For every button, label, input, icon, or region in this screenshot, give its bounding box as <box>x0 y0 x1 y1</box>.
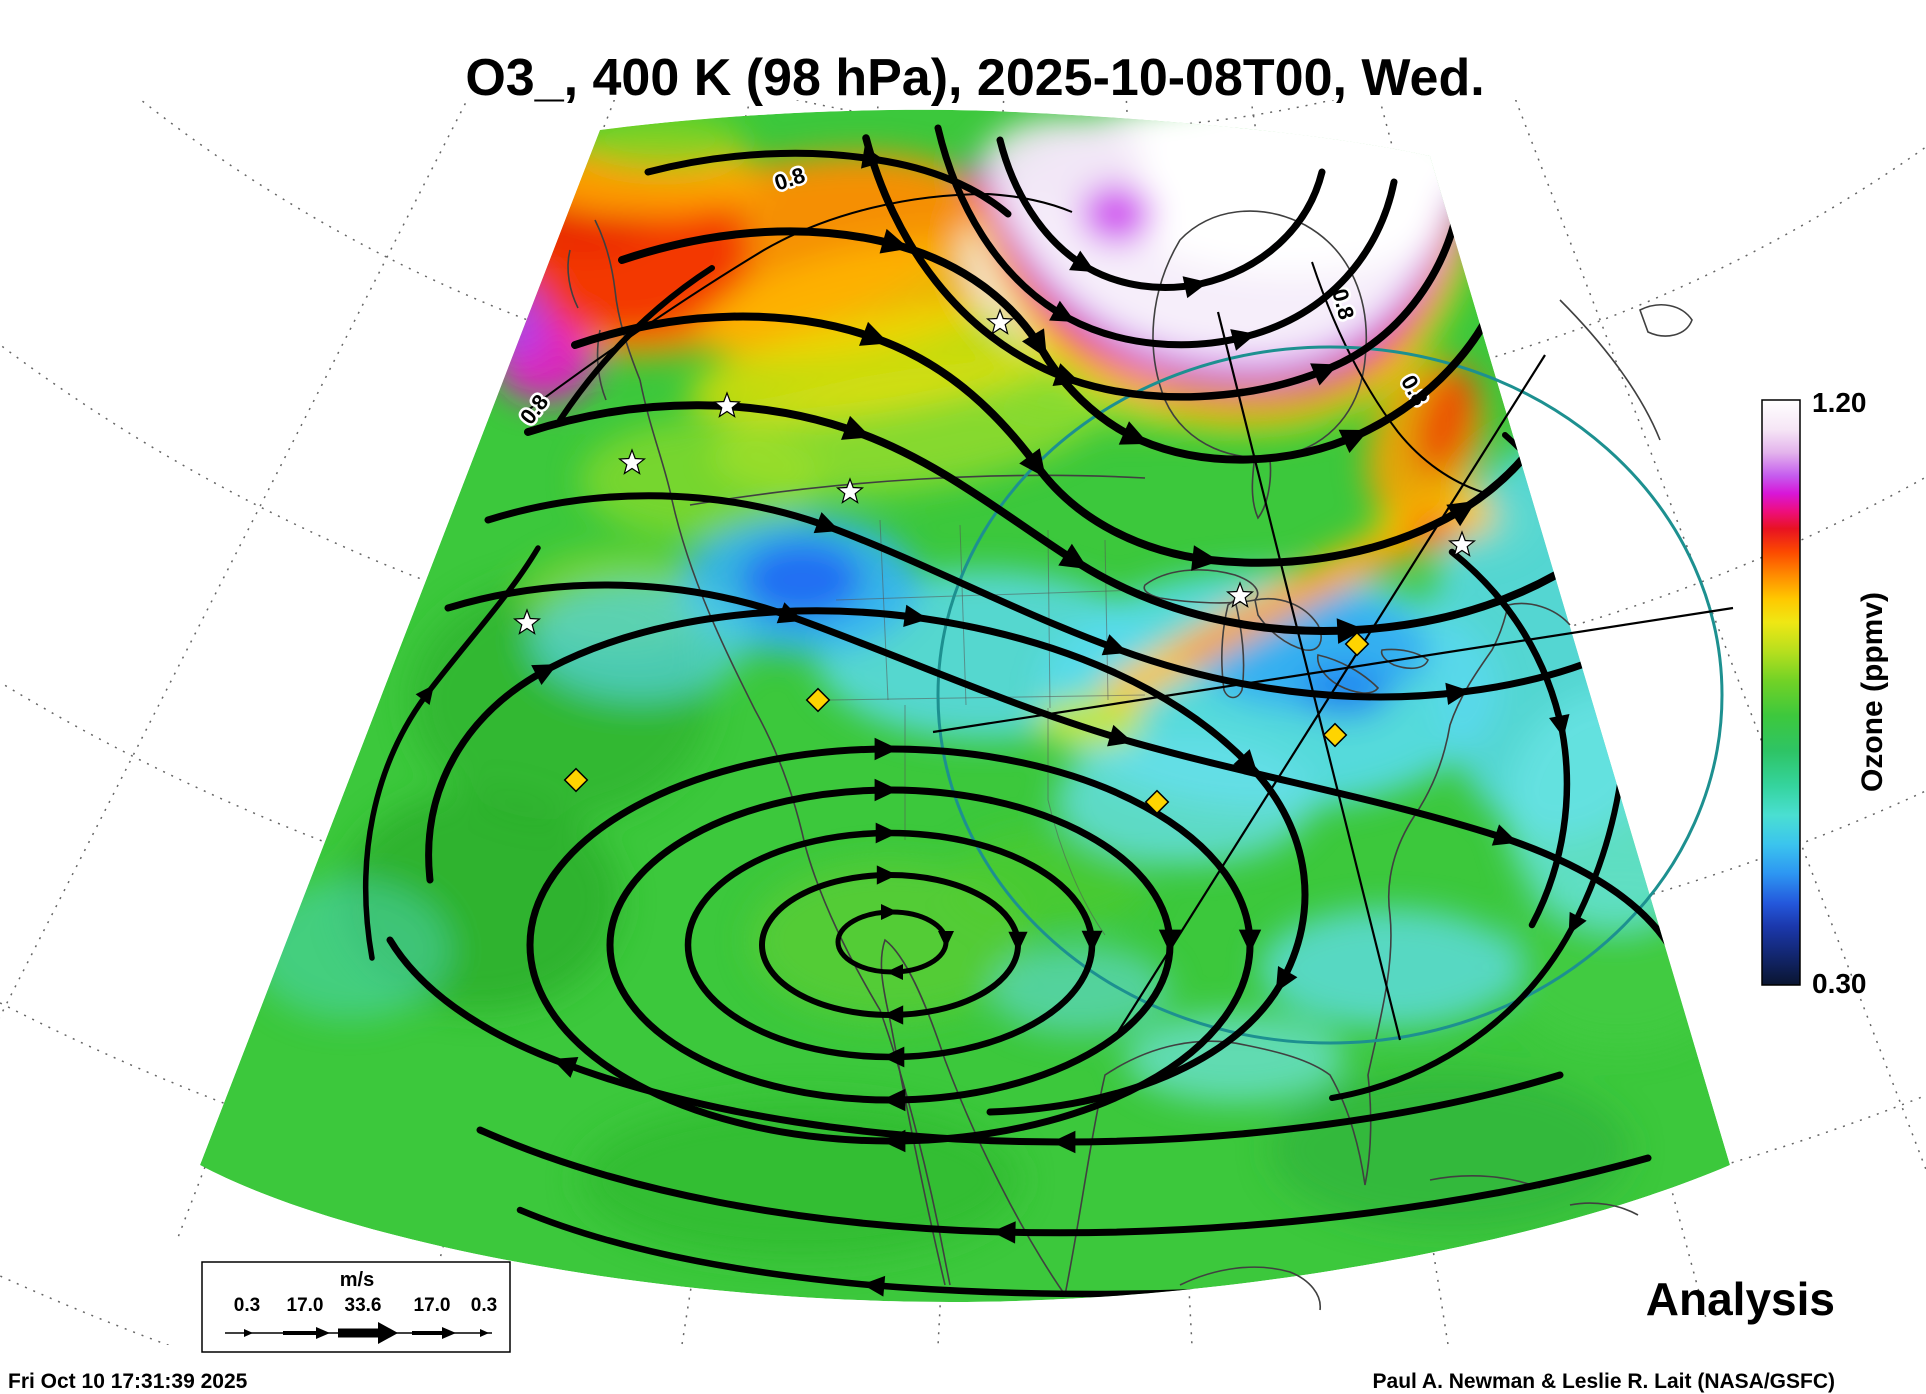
legend-unit-label: m/s <box>340 1269 374 1291</box>
legend-tick-label: 0.3 <box>471 1295 497 1316</box>
legend-tick-label: 0.3 <box>234 1295 260 1316</box>
colorbar: 1.20 0.30 Ozone (ppmv) <box>1761 387 1889 999</box>
legend-tick-label: 17.0 <box>414 1295 451 1316</box>
plot-title: O3_, 400 K (98 hPa), 2025-10-08T00, Wed. <box>465 49 1484 107</box>
colorbar-min-label: 0.30 <box>1812 968 1867 999</box>
station-diamonds <box>563 631 1370 815</box>
legend-tick-label: 33.6 <box>345 1295 382 1316</box>
wind-streamlines <box>363 124 1694 1298</box>
footer-credit: Paul A. Newman & Leslie R. Lait (NASA/GS… <box>1373 1370 1835 1393</box>
colorbar-max-label: 1.20 <box>1812 387 1867 418</box>
colorbar-axis-label: Ozone (ppmv) <box>1856 592 1889 792</box>
footer-timestamp: Fri Oct 10 17:31:39 2025 <box>8 1370 248 1393</box>
colorbar-gradient <box>1761 399 1801 986</box>
legend-tick-label: 17.0 <box>287 1295 324 1316</box>
analysis-label: Analysis <box>1646 1273 1835 1325</box>
legend-arrow-scale <box>225 1322 492 1344</box>
wind-speed-legend: m/s 0.3 17.0 33.6 17.0 0.3 <box>201 1261 511 1353</box>
